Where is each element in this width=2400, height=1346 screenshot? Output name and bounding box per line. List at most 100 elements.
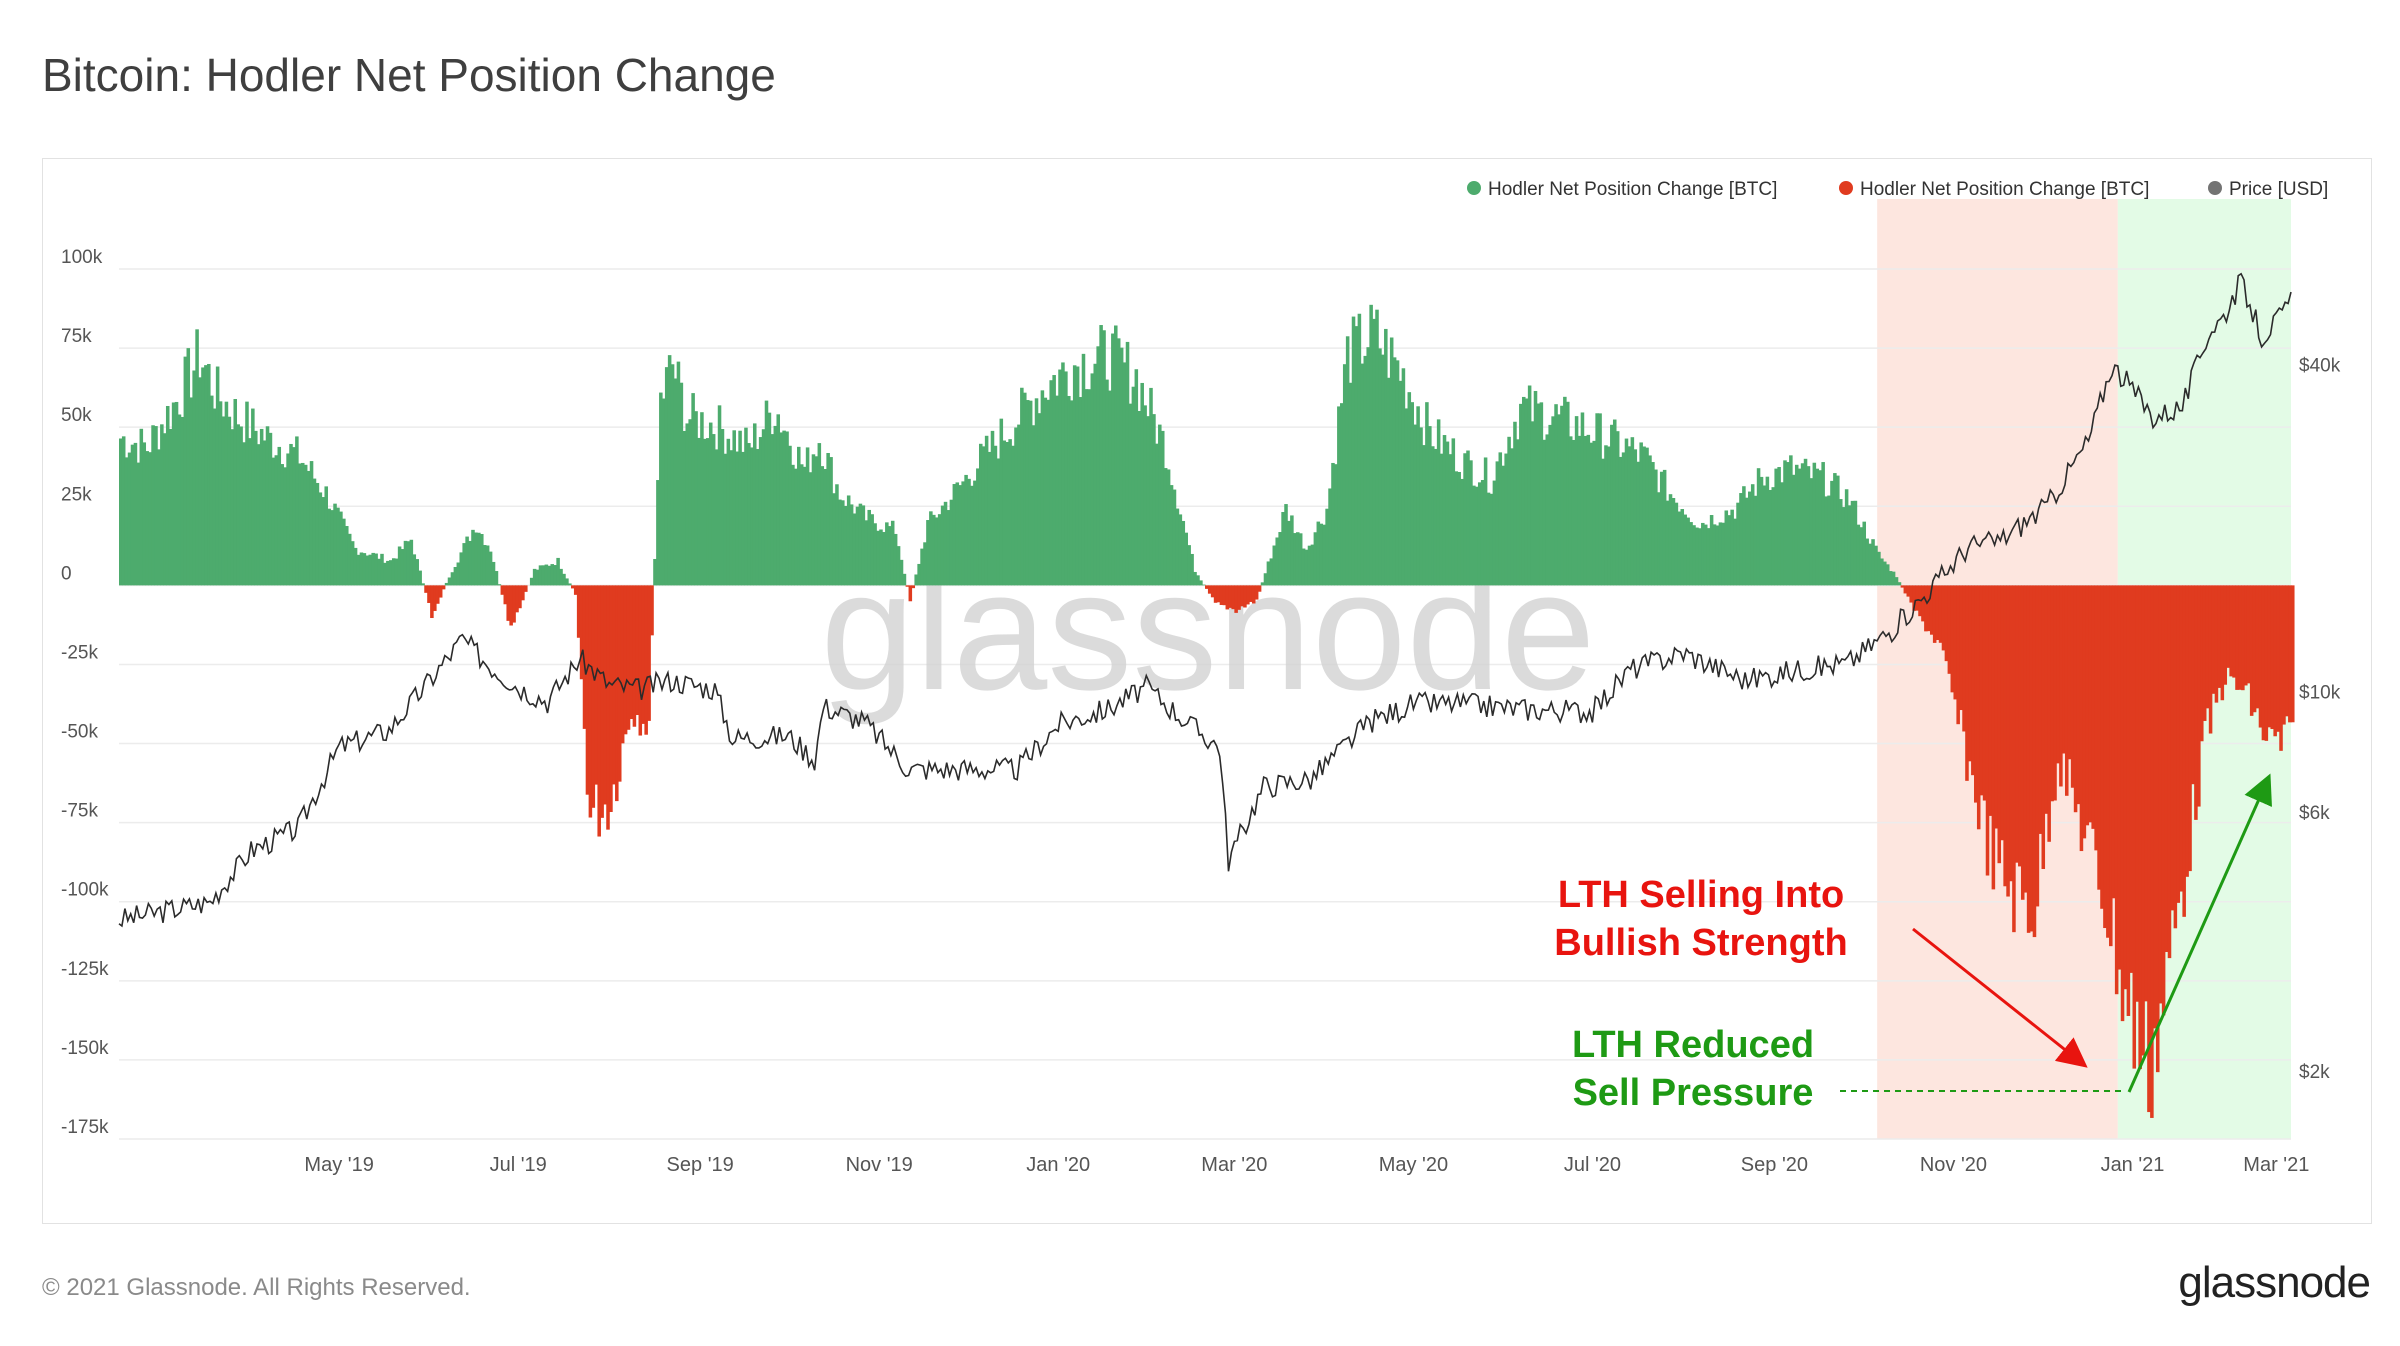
net-position-bar — [923, 542, 927, 586]
net-position-bar — [864, 520, 869, 586]
net-position-bar — [2232, 585, 2236, 678]
net-position-bar — [1254, 585, 1259, 600]
net-position-bar — [711, 434, 716, 586]
net-position-bar — [1504, 453, 1508, 586]
net-position-bar — [224, 401, 229, 586]
net-position-bar — [1976, 585, 1981, 830]
x-axis: May '19 Jul '19 Sep '19 Nov '19 Jan '20 Mar '… — [304, 1154, 2309, 1176]
net-position-bar — [755, 449, 760, 586]
net-position-bar — [1894, 577, 1899, 586]
net-position-bar — [494, 571, 499, 586]
net-position-bar — [1748, 491, 1752, 586]
net-position-bar — [776, 414, 781, 586]
net-position-bar — [732, 430, 736, 586]
net-position-bar — [1833, 473, 1837, 586]
net-position-bar — [2103, 585, 2107, 929]
net-position-bar — [553, 565, 557, 586]
net-position-bar — [1034, 398, 1039, 586]
net-position-bar — [2197, 585, 2201, 807]
net-position-bar — [2114, 585, 2119, 995]
net-position-bar — [1199, 580, 1203, 586]
net-position-bar — [1078, 397, 1083, 586]
net-position-bar — [1604, 445, 1608, 586]
net-position-bar — [2246, 585, 2251, 684]
net-position-bar — [559, 568, 563, 586]
net-position-bar — [1610, 424, 1614, 586]
net-position-bar — [1944, 585, 1949, 662]
net-position-bar — [2141, 585, 2145, 1056]
net-position-bar — [644, 585, 648, 735]
net-position-bar — [2064, 585, 2069, 796]
net-position-bar — [289, 443, 293, 586]
net-position-bar — [1868, 543, 1872, 586]
net-position-bar — [893, 533, 898, 586]
net-position-bar — [333, 503, 337, 586]
net-position-bar — [160, 424, 164, 586]
y-left-tick-label: 0 — [61, 563, 72, 584]
net-position-bar — [1921, 585, 1925, 622]
net-position-bar — [1269, 558, 1274, 586]
net-position-bar — [1175, 508, 1180, 586]
net-position-bar — [438, 585, 443, 598]
net-position-bar — [1108, 390, 1112, 586]
net-position-bar — [773, 425, 778, 586]
net-position-bar — [1753, 495, 1758, 586]
net-position-bar — [1601, 458, 1605, 586]
net-position-bar — [1354, 326, 1359, 586]
net-position-bar — [1451, 438, 1456, 586]
net-position-bar — [1284, 504, 1288, 586]
net-position-bar — [2038, 585, 2043, 834]
x-tick-label: Mar '20 — [1201, 1154, 1267, 1176]
net-position-bar — [1824, 496, 1828, 586]
net-position-bar — [1929, 585, 1934, 635]
net-position-bar — [2026, 585, 2031, 933]
net-position-bar — [791, 464, 795, 586]
net-position-bar — [1052, 375, 1056, 586]
net-position-bar — [380, 553, 384, 586]
net-position-bar — [233, 399, 238, 586]
net-position-bar — [1251, 585, 1256, 604]
net-position-bar — [1228, 585, 1233, 608]
legend-label: Hodler Net Position Change [BTC] — [1488, 179, 1777, 200]
net-position-bar — [1105, 379, 1109, 586]
net-position-bar — [835, 484, 839, 586]
net-position-bar — [2185, 585, 2189, 877]
net-position-bar — [585, 585, 590, 795]
net-position-bar — [198, 377, 202, 586]
net-position-bar — [896, 546, 901, 586]
net-position-bar — [1885, 564, 1890, 586]
net-position-bar — [415, 559, 419, 586]
net-position-bar — [967, 478, 971, 586]
reduced-pressure-arrow — [2127, 773, 2272, 1093]
net-position-bar — [659, 392, 663, 586]
net-position-bar — [256, 444, 261, 586]
net-position-bar — [1331, 462, 1335, 586]
net-position-bar — [2252, 585, 2257, 713]
y-left-tick-label: -150k — [61, 1038, 109, 1059]
net-position-bar — [1733, 518, 1737, 586]
net-position-bar — [606, 585, 610, 830]
net-position-bar — [180, 416, 185, 586]
net-position-bar — [1389, 337, 1394, 586]
net-position-bar — [1064, 371, 1068, 586]
net-position-bar — [914, 574, 918, 586]
net-position-bar — [632, 585, 637, 727]
net-position-bar — [1962, 585, 1966, 732]
net-position-bar — [1950, 585, 1955, 693]
net-position-bar — [556, 557, 560, 586]
net-position-bar — [2029, 585, 2034, 932]
net-position-bar — [227, 416, 232, 586]
net-position-bar — [1636, 461, 1640, 586]
net-position-bar — [1172, 489, 1177, 586]
net-position-bar — [1184, 532, 1188, 586]
net-position-bar — [1431, 446, 1435, 586]
legend-marker — [2208, 181, 2222, 195]
net-position-bar — [820, 466, 825, 586]
net-position-bar — [1231, 585, 1235, 610]
net-position-bar — [1460, 478, 1464, 586]
net-position-bar — [1011, 445, 1015, 586]
net-position-bar — [1850, 500, 1855, 586]
net-position-bar — [1325, 508, 1329, 586]
net-position-bar — [2291, 585, 2295, 723]
net-position-bar — [2053, 585, 2057, 801]
